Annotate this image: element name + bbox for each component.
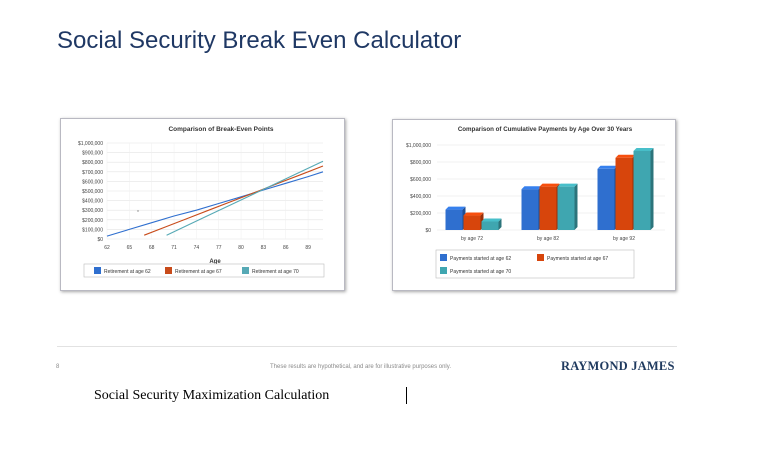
legend-label: Payments started at age 62 <box>450 256 511 262</box>
x-tick-label: 62 <box>104 245 110 251</box>
y-tick-label: $300,000 <box>82 208 103 214</box>
y-tick-label: $1,000,000 <box>406 143 431 149</box>
bar-side <box>650 147 654 230</box>
y-tick-label: $1,000,000 <box>78 141 103 147</box>
y-tick-label: $600,000 <box>410 177 431 183</box>
bar-top <box>521 186 542 190</box>
bar-top <box>557 183 578 187</box>
bar-top <box>597 165 618 169</box>
legend-label: Retirement at age 70 <box>252 269 299 275</box>
y-tick-label: $400,000 <box>410 194 431 200</box>
bar-side <box>498 218 502 230</box>
legend-box <box>83 263 325 278</box>
y-tick-label: $700,000 <box>82 170 103 176</box>
y-tick-label: $900,000 <box>82 151 103 157</box>
y-tick-label: $200,000 <box>410 211 431 217</box>
legend-swatch <box>242 267 249 274</box>
x-axis-label: Age <box>209 259 221 265</box>
bar-by-age-82-series-1 <box>521 189 539 230</box>
bar-top <box>445 206 466 210</box>
legend-swatch <box>440 267 447 274</box>
x-tick-label: 65 <box>127 245 133 251</box>
bar-top <box>539 183 560 187</box>
x-tick-label: 86 <box>283 245 289 251</box>
bar-by-age-82-series-2 <box>539 186 557 230</box>
y-tick-label: $0 <box>97 237 103 243</box>
bar-by-age-72-series-1 <box>445 209 463 230</box>
x-tick-label: 89 <box>305 245 311 251</box>
y-tick-label: $200,000 <box>82 218 103 224</box>
y-tick-label: $0 <box>425 228 431 234</box>
legend-swatch <box>94 267 101 274</box>
series-line-1 <box>106 171 324 237</box>
x-tick-label: 83 <box>261 245 267 251</box>
y-tick-label: $500,000 <box>82 189 103 195</box>
y-tick-label: $100,000 <box>82 227 103 233</box>
legend-label: Retirement at age 62 <box>104 269 151 275</box>
bar-side <box>574 183 578 230</box>
bar-by-age-92-series-1 <box>597 168 615 230</box>
bar-top <box>481 218 502 222</box>
legend-swatch <box>165 267 172 274</box>
chart-title: Comparison of Break-Even Points <box>168 126 273 133</box>
legend-label: Payments started at age 67 <box>547 256 608 262</box>
stray-marker <box>137 210 139 212</box>
page-number: 8 <box>56 364 60 370</box>
x-tick-label: by age 92 <box>613 236 635 242</box>
x-tick-label: 68 <box>149 245 155 251</box>
x-tick-label: 77 <box>216 245 222 251</box>
bar-top <box>633 147 654 151</box>
bar-top <box>463 212 484 216</box>
break-even-chart-panel: Comparison of Break-Even Points $0 $100,0… <box>60 118 345 291</box>
legend-swatch <box>440 254 447 261</box>
x-tick-label: by age 72 <box>461 236 483 242</box>
bar-by-age-72-series-3 <box>481 221 499 230</box>
chart-title: Comparison of Cumulative Payments by Age… <box>458 126 633 133</box>
x-tick-label: 74 <box>194 245 200 251</box>
y-tick-label: $800,000 <box>82 160 103 166</box>
legend-swatch <box>537 254 544 261</box>
series-line-2 <box>144 165 324 236</box>
cumulative-payments-bar-chart: Comparison of Cumulative Payments by Age… <box>406 126 665 279</box>
y-tick-label: $600,000 <box>82 179 103 185</box>
y-tick-label: $800,000 <box>410 160 431 166</box>
text-cursor <box>406 387 407 404</box>
disclaimer-text: These results are hypothetical, and are … <box>270 364 451 370</box>
legend-label: Payments started at age 70 <box>450 269 511 275</box>
legend-box <box>435 249 635 279</box>
break-even-line-chart: Comparison of Break-Even Points $0 $100,0… <box>78 126 325 278</box>
bar-by-age-72-series-2 <box>463 215 481 230</box>
y-tick-label: $400,000 <box>82 199 103 205</box>
cumulative-payments-chart-panel: Comparison of Cumulative Payments by Age… <box>392 119 676 291</box>
x-tick-label: 71 <box>171 245 177 251</box>
brand-logo: RAYMOND JAMES <box>561 359 675 373</box>
page-title: Social Security Break Even Calculator <box>57 27 462 54</box>
bar-by-age-92-series-3 <box>633 150 651 230</box>
x-tick-label: 80 <box>238 245 244 251</box>
bar-by-age-92-series-2 <box>615 157 633 230</box>
bar-top <box>615 154 636 158</box>
bar-by-age-82-series-3 <box>557 186 575 230</box>
footer-divider <box>57 346 677 347</box>
series-line-3 <box>166 160 324 236</box>
caption-text: Social Security Maximization Calculation <box>94 388 330 403</box>
legend-label: Retirement at age 67 <box>175 269 222 275</box>
x-tick-label: by age 82 <box>537 236 559 242</box>
